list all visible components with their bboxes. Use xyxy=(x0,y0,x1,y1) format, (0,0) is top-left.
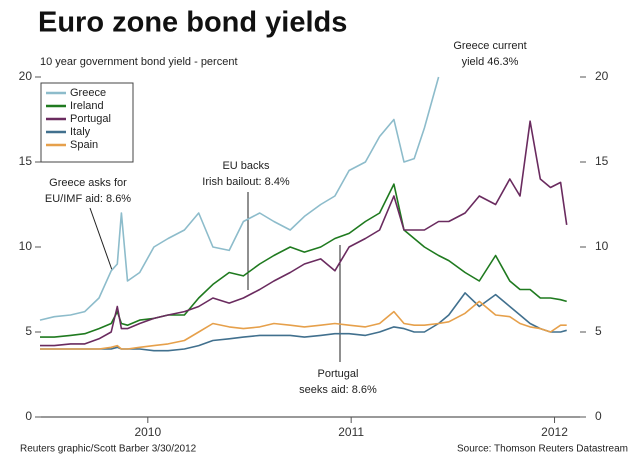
annotation-text: Greece asks for xyxy=(49,177,127,189)
y2-tick-label: 10 xyxy=(595,239,609,253)
series-line xyxy=(40,120,568,347)
legend-label: Portugal xyxy=(70,113,111,125)
annotation-text: Irish bailout: 8.4% xyxy=(202,176,290,188)
annotation-leader xyxy=(89,207,113,271)
y2-tick-label: 15 xyxy=(595,154,609,168)
annotation-text: Greece current xyxy=(453,40,526,52)
credit: Reuters graphic/Scott Barber 3/30/2012 xyxy=(20,444,197,455)
source: Source: Thomson Reuters Datastream xyxy=(457,444,628,455)
x-tick-label: 2011 xyxy=(338,425,364,439)
annotation-text: seeks aid: 8.6% xyxy=(299,384,377,396)
y-tick-label: 20 xyxy=(19,69,33,83)
series-line xyxy=(40,300,567,350)
x-tick-label: 2012 xyxy=(541,425,568,439)
series-line xyxy=(39,76,440,321)
y-tick-label: 15 xyxy=(19,154,33,168)
y-tick-label: 10 xyxy=(19,239,33,253)
series-line xyxy=(40,292,567,352)
annotation-text: EU backs xyxy=(222,160,270,172)
legend-label: Ireland xyxy=(70,100,104,112)
y-tick-label: 0 xyxy=(25,409,32,423)
annotation-text: EU/IMF aid: 8.6% xyxy=(45,193,131,205)
annotation-text: yield 46.3% xyxy=(462,56,519,68)
legend-label: Greece xyxy=(70,87,106,99)
chart-title: Euro zone bond yields xyxy=(38,7,347,39)
y2-tick-label: 5 xyxy=(595,324,602,338)
legend-label: Spain xyxy=(70,139,98,151)
x-tick-label: 2010 xyxy=(134,425,161,439)
chart-subtitle: 10 year government bond yield - percent xyxy=(40,56,238,68)
y2-tick-label: 20 xyxy=(595,69,609,83)
y-tick-label: 5 xyxy=(25,324,32,338)
legend-label: Italy xyxy=(70,126,91,138)
y2-tick-label: 0 xyxy=(595,409,602,423)
legend-box xyxy=(40,82,134,163)
annotation-text: Portugal xyxy=(318,368,359,380)
